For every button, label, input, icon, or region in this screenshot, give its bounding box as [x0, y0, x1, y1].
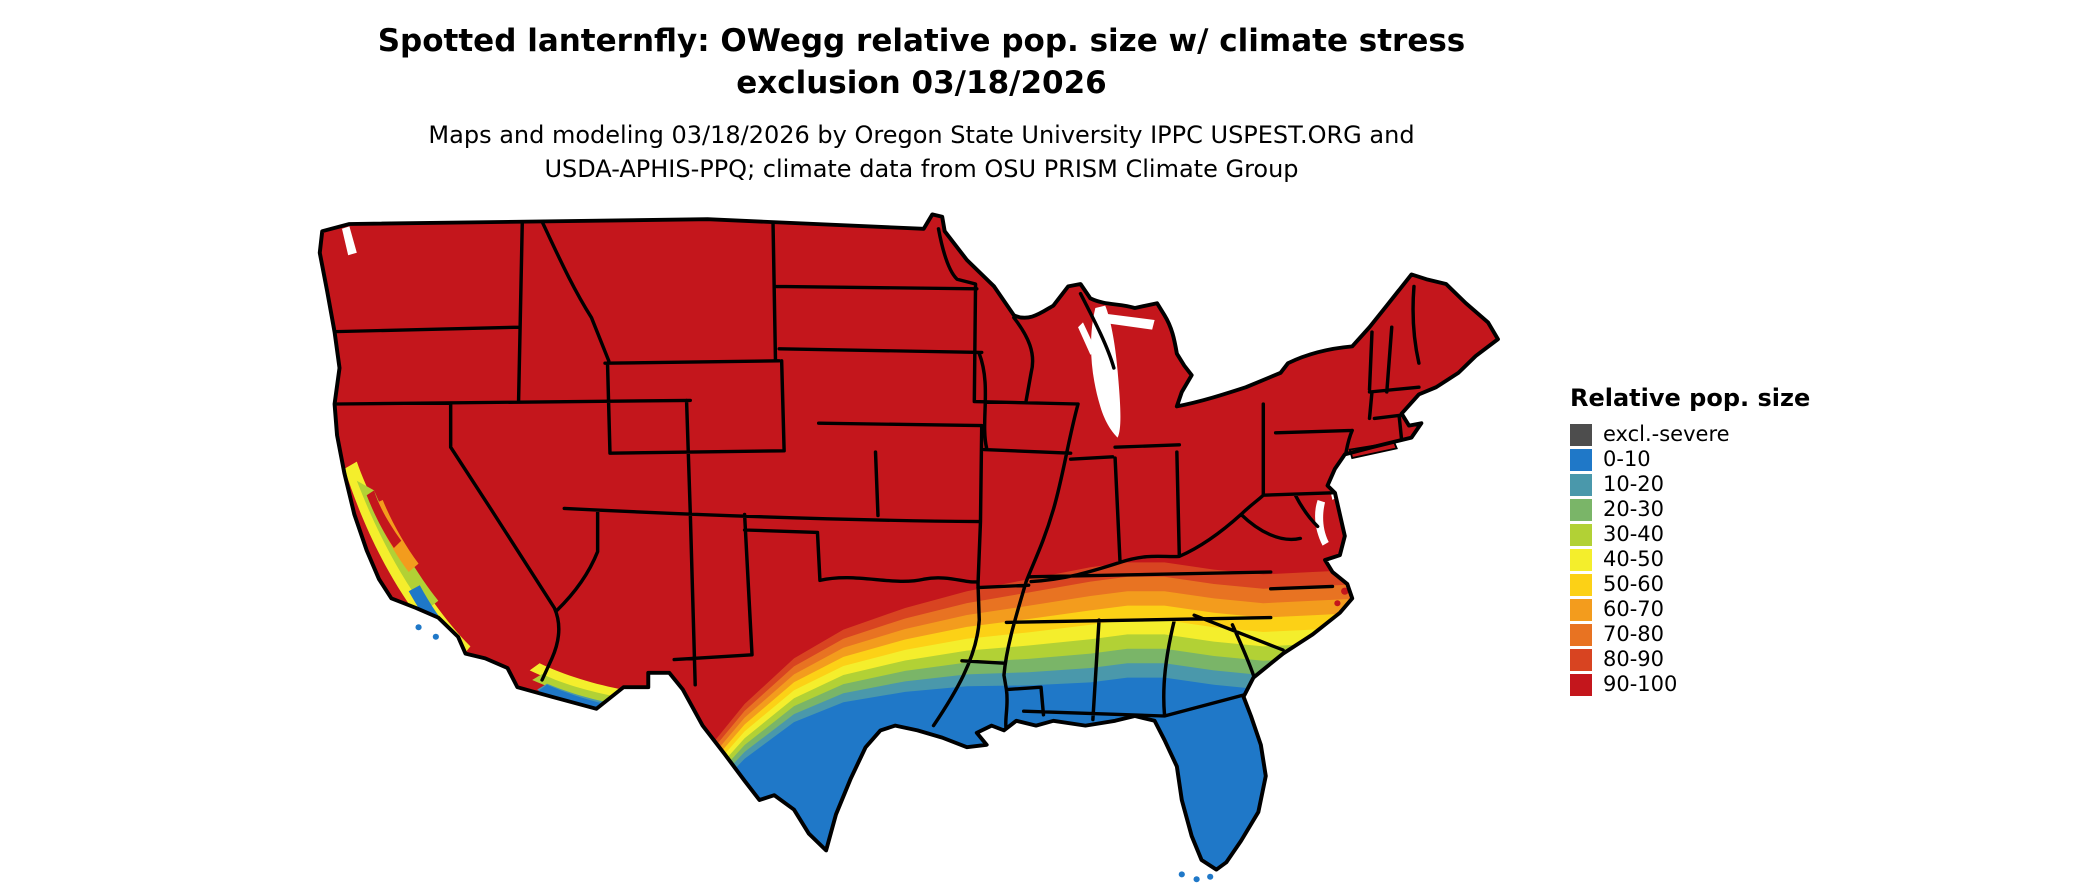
legend-swatch	[1570, 673, 1592, 696]
legend-item-label: 50-60	[1603, 572, 1665, 596]
straits-of-mackinac	[1097, 312, 1155, 330]
channel-island-2	[432, 633, 439, 640]
legend-item: 10-20	[1570, 472, 1810, 497]
legend-item-label: 70-80	[1603, 622, 1665, 646]
legend-item-label: 0-10	[1603, 447, 1651, 471]
legend-item: 70-80	[1570, 622, 1810, 647]
legend-item-label: 80-90	[1603, 647, 1665, 671]
carolina-red-speck-1	[1341, 587, 1349, 595]
subtitle-line-1: Maps and modeling 03/18/2026 by Oregon S…	[428, 121, 1415, 149]
subtitle-line-2: USDA-APHIS-PPQ; climate data from OSU PR…	[544, 155, 1299, 183]
us-outline	[317, 212, 1500, 872]
legend-swatch	[1570, 648, 1592, 671]
legend-item-label: 40-50	[1603, 547, 1665, 571]
legend-item: 60-70	[1570, 597, 1810, 622]
page-title: Spotted lanternfly: OWegg relative pop. …	[0, 20, 1843, 104]
carolina-red-speck-2	[1334, 600, 1341, 607]
arizona-yellow-fringe	[529, 663, 624, 700]
legend-swatch	[1570, 498, 1592, 521]
lake-michigan	[1091, 305, 1121, 438]
legend-swatch	[1570, 423, 1592, 446]
legend-item: 80-90	[1570, 647, 1810, 672]
legend-swatch	[1570, 623, 1592, 646]
legend-item-label: 60-70	[1603, 597, 1665, 621]
legend-item-label: excl.-severe	[1603, 422, 1730, 446]
legend-item: 30-40	[1570, 522, 1810, 547]
legend-item-label: 20-30	[1603, 497, 1665, 521]
arizona-green-fringe	[532, 674, 624, 707]
legend-swatch	[1570, 598, 1592, 621]
legend-item: 50-60	[1570, 572, 1810, 597]
puget-sound	[341, 226, 357, 256]
figure-subtitle: Maps and modeling 03/18/2026 by Oregon S…	[0, 118, 1843, 186]
green-bay	[1078, 322, 1097, 355]
legend-swatch	[1570, 548, 1592, 571]
legend-item: 20-30	[1570, 497, 1810, 522]
california-red-speckle	[366, 490, 402, 548]
legend-swatch	[1570, 573, 1592, 596]
title-line-1: Spotted lanternfly: OWegg relative pop. …	[377, 23, 1466, 59]
chesapeake-bay	[1315, 500, 1329, 546]
legend-item: excl.-severe	[1570, 422, 1810, 447]
legend-item: 90-100	[1570, 672, 1810, 697]
us-population-map	[317, 212, 1500, 883]
legend-swatch	[1570, 448, 1592, 471]
great-lakes	[341, 226, 1340, 546]
legend-item-label: 30-40	[1603, 522, 1665, 546]
legend-item: 0-10	[1570, 447, 1810, 472]
legend-item: 40-50	[1570, 547, 1810, 572]
legend-item-label: 10-20	[1603, 472, 1665, 496]
state-borders	[319, 219, 1421, 733]
florida-key-3	[1207, 873, 1214, 880]
florida-key-2	[1193, 876, 1200, 883]
channel-island-1	[415, 624, 422, 631]
base-fill-90-100	[319, 214, 1498, 870]
florida-key-1	[1178, 871, 1185, 878]
legend-swatch	[1570, 523, 1592, 546]
legend-title: Relative pop. size	[1570, 384, 1811, 412]
legend-item-label: 90-100	[1603, 672, 1678, 696]
title-line-2: exclusion 03/18/2026	[736, 65, 1107, 101]
legend-swatch	[1570, 473, 1592, 496]
legend-items: excl.-severe 0-10 10-20 20-30 30-40 40-50 50-6…	[1570, 422, 1810, 697]
legend: Relative pop. size excl.-severe 0-10 10-20…	[1570, 384, 1810, 697]
